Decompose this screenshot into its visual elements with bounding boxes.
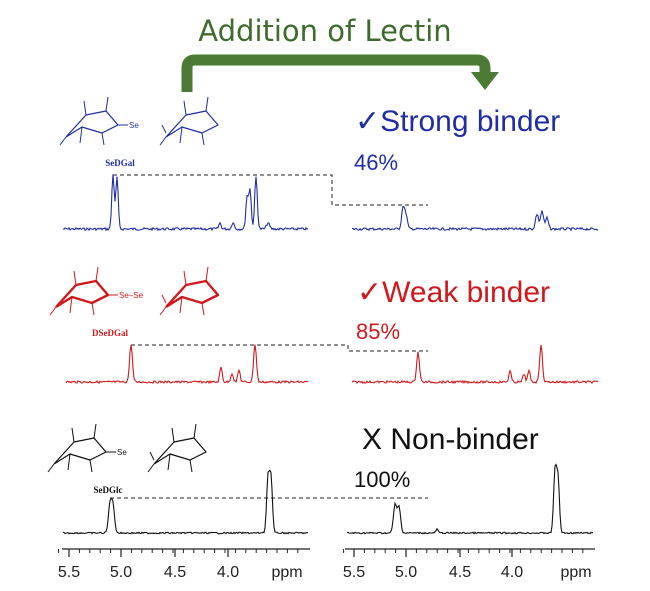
pyranose-ring	[165, 279, 220, 309]
bond	[79, 126, 83, 144]
bond	[71, 427, 75, 443]
spectrum-sedgal-after	[351, 205, 599, 232]
bond	[59, 136, 67, 146]
molecule-dsedgal: Se–Se DSeDGal	[49, 266, 220, 338]
molecule-name-label: DSeDGal	[92, 328, 128, 338]
weak-binder-percent: 85%	[356, 319, 401, 344]
spectrum-sedgal-before	[62, 174, 309, 232]
molecule-name-label: SeDGlc	[94, 485, 123, 495]
spectrum-sedglc-after	[346, 463, 594, 535]
pyranose-ring	[53, 437, 107, 465]
weak-binder-label: ✓Weak binder	[357, 276, 551, 309]
bond	[193, 423, 197, 439]
bond	[201, 302, 205, 316]
bond	[67, 453, 71, 471]
molecule-sedglc: Se SeDGlc	[47, 423, 207, 495]
spectrum-dsedgal-after	[351, 344, 599, 385]
bond	[47, 463, 55, 473]
bond	[93, 423, 97, 439]
tick-label: 4.5	[449, 564, 471, 581]
bond	[49, 306, 57, 316]
bond	[73, 270, 77, 286]
molecule-sedgal: Se SeDGal	[59, 96, 219, 168]
strong-binder-percent: 46%	[354, 150, 399, 175]
bond	[89, 459, 93, 473]
reference-line-sedgal	[113, 174, 428, 206]
bond	[189, 459, 193, 473]
bond	[167, 453, 171, 471]
non-binder-label: X Non-binder	[362, 423, 539, 456]
strong-binder-label: ✓Strong binder	[355, 105, 561, 138]
bond	[161, 124, 167, 134]
tick-label: 5.5	[343, 564, 365, 581]
spectrum-sedglc-before	[62, 469, 309, 535]
pyranose-ring	[165, 110, 219, 138]
tick-label: 5.0	[395, 564, 417, 581]
tick-label: 5.5	[58, 564, 80, 581]
molecule-name-label: SeDGal	[105, 158, 135, 168]
bond	[201, 132, 205, 146]
spectrum-dsedgal-before	[65, 344, 309, 385]
bond	[83, 100, 87, 116]
tick-label: 4.0	[501, 564, 523, 581]
bond	[179, 126, 183, 144]
lectin-arrow-head-icon	[471, 72, 499, 90]
bond	[149, 451, 155, 461]
reference-line-dsedgal	[131, 344, 428, 352]
pyranose-ring	[65, 110, 119, 138]
bond	[183, 100, 187, 116]
axis-unit-label: ppm	[560, 564, 591, 581]
selenium-linker-label: Se–Se	[119, 291, 144, 300]
bond	[69, 296, 73, 314]
lectin-arrow-icon	[181, 54, 491, 92]
figure-title: Addition of Lectin	[198, 14, 452, 48]
bond	[105, 96, 109, 112]
bond	[101, 132, 105, 146]
bond	[179, 296, 183, 314]
bond	[91, 302, 95, 316]
bond	[147, 463, 155, 473]
bond	[205, 266, 209, 282]
tick-label: 5.0	[110, 564, 132, 581]
bond	[161, 294, 167, 304]
pyranose-ring	[153, 437, 207, 465]
bond	[95, 266, 99, 282]
bond	[171, 427, 175, 443]
pyranose-ring	[55, 279, 110, 309]
axis-unit-label: ppm	[271, 564, 302, 581]
bond	[183, 270, 187, 286]
selenium-linker-label: Se	[129, 121, 139, 130]
bond	[159, 136, 167, 146]
non-binder-percent: 100%	[354, 467, 411, 492]
bond	[159, 306, 167, 316]
tick-label: 4.0	[217, 564, 239, 581]
bond	[205, 96, 209, 112]
selenium-linker-label: Se	[117, 448, 127, 457]
tick-label: 4.5	[164, 564, 186, 581]
